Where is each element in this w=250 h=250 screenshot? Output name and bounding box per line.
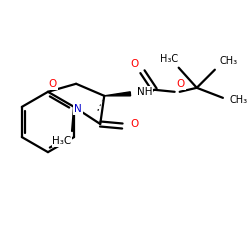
Text: CH₃: CH₃	[220, 56, 238, 66]
Text: O: O	[49, 79, 57, 89]
Polygon shape	[104, 92, 130, 96]
Text: O: O	[130, 59, 138, 69]
Text: O: O	[176, 79, 185, 89]
Text: O: O	[130, 119, 138, 129]
Text: H₃C: H₃C	[160, 54, 178, 64]
Text: CH₃: CH₃	[230, 95, 248, 105]
Text: N: N	[74, 104, 82, 114]
Text: H₃C: H₃C	[52, 136, 72, 146]
Text: NH: NH	[137, 87, 152, 97]
